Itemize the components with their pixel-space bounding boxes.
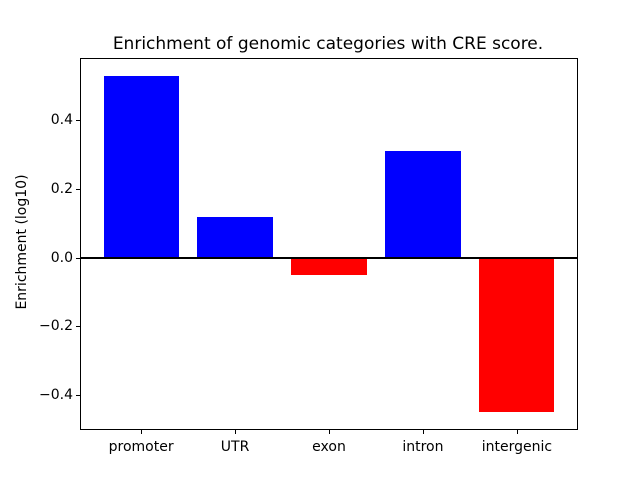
x-tick-intergenic — [516, 430, 518, 434]
x-tick-promoter — [141, 430, 143, 434]
plot-area: promoter UTR exon intron intergenic 0.4 0.2 0.0… — [39, 58, 578, 455]
x-tick-label-exon: exon — [312, 439, 346, 455]
bar-UTR — [197, 216, 273, 258]
y-tick-label-0.2: 0.2 — [50, 181, 73, 198]
y-tick-0.2 — [76, 189, 80, 191]
bar-exon — [291, 257, 367, 275]
y-tick-0.0 — [76, 257, 80, 259]
chart-title: Enrichment of genomic categories with CR… — [112, 34, 544, 54]
x-tick-label-intron: intron — [402, 439, 444, 455]
y-tick-−0.4 — [76, 395, 80, 397]
x-tick-intron — [422, 430, 424, 434]
bar-intergenic — [479, 257, 555, 413]
bar-intron — [385, 151, 461, 258]
bar-promoter — [103, 75, 179, 258]
x-tick-label-intergenic: intergenic — [481, 439, 553, 455]
y-tick-0.4 — [76, 120, 80, 122]
y-tick-label-0.0: 0.0 — [50, 249, 73, 266]
x-tick-label-promoter: promoter — [108, 439, 174, 455]
x-tick-exon — [329, 430, 330, 434]
zero-line — [81, 256, 577, 259]
y-tick-label-−0.4: −0.4 — [39, 387, 73, 404]
y-tick-label-0.4: 0.4 — [50, 112, 73, 129]
y-tick-−0.2 — [76, 326, 80, 328]
x-tick-UTR — [235, 430, 237, 434]
x-tick-label-UTR: UTR — [220, 439, 250, 455]
y-tick-label-−0.2: −0.2 — [39, 318, 73, 335]
